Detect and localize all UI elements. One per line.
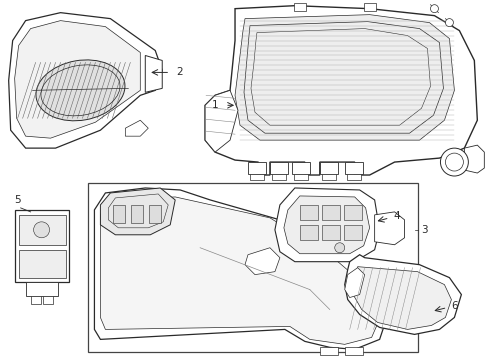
Bar	[300, 225, 318, 240]
Polygon shape	[235, 15, 454, 140]
Polygon shape	[275, 188, 380, 262]
Bar	[343, 225, 362, 240]
Circle shape	[445, 19, 453, 27]
Bar	[25, 282, 57, 296]
Bar	[294, 3, 306, 11]
Polygon shape	[245, 248, 280, 275]
Bar	[19, 215, 66, 245]
Circle shape	[431, 5, 439, 13]
Text: 1: 1	[212, 100, 218, 110]
Polygon shape	[345, 255, 462, 334]
Bar	[113, 205, 125, 223]
Bar	[364, 3, 376, 11]
Polygon shape	[100, 188, 175, 235]
Bar	[43, 296, 52, 303]
Bar	[149, 205, 161, 223]
Circle shape	[335, 243, 345, 253]
Bar	[322, 225, 340, 240]
Circle shape	[34, 222, 49, 238]
Text: 6: 6	[451, 301, 458, 311]
Bar	[19, 250, 66, 278]
Bar	[30, 296, 41, 303]
Bar	[250, 174, 264, 180]
Bar	[320, 347, 338, 355]
Polygon shape	[9, 13, 162, 148]
Bar	[131, 205, 143, 223]
Polygon shape	[205, 6, 477, 175]
Polygon shape	[353, 267, 451, 329]
Bar	[345, 347, 363, 355]
Text: 2: 2	[176, 67, 183, 77]
Bar	[272, 174, 286, 180]
Polygon shape	[145, 55, 162, 92]
Bar	[343, 205, 362, 220]
Text: 3: 3	[421, 225, 428, 235]
Polygon shape	[345, 268, 365, 298]
Polygon shape	[375, 212, 405, 245]
Bar	[15, 210, 70, 282]
Text: 5: 5	[15, 195, 21, 205]
Polygon shape	[284, 196, 369, 254]
Bar	[89, 183, 417, 352]
Polygon shape	[465, 145, 484, 173]
Bar	[294, 174, 308, 180]
Bar	[248, 162, 266, 174]
Bar	[292, 162, 310, 174]
Polygon shape	[100, 197, 382, 345]
Polygon shape	[15, 21, 140, 138]
Bar	[300, 205, 318, 220]
Bar	[345, 162, 363, 174]
Text: 4: 4	[393, 211, 400, 221]
Bar	[322, 205, 340, 220]
Polygon shape	[125, 120, 148, 136]
Polygon shape	[205, 90, 238, 152]
Circle shape	[441, 148, 468, 176]
Bar	[322, 174, 336, 180]
Bar	[270, 162, 288, 174]
Ellipse shape	[36, 60, 125, 121]
Bar	[347, 174, 361, 180]
Bar	[320, 162, 338, 174]
Polygon shape	[95, 188, 390, 349]
